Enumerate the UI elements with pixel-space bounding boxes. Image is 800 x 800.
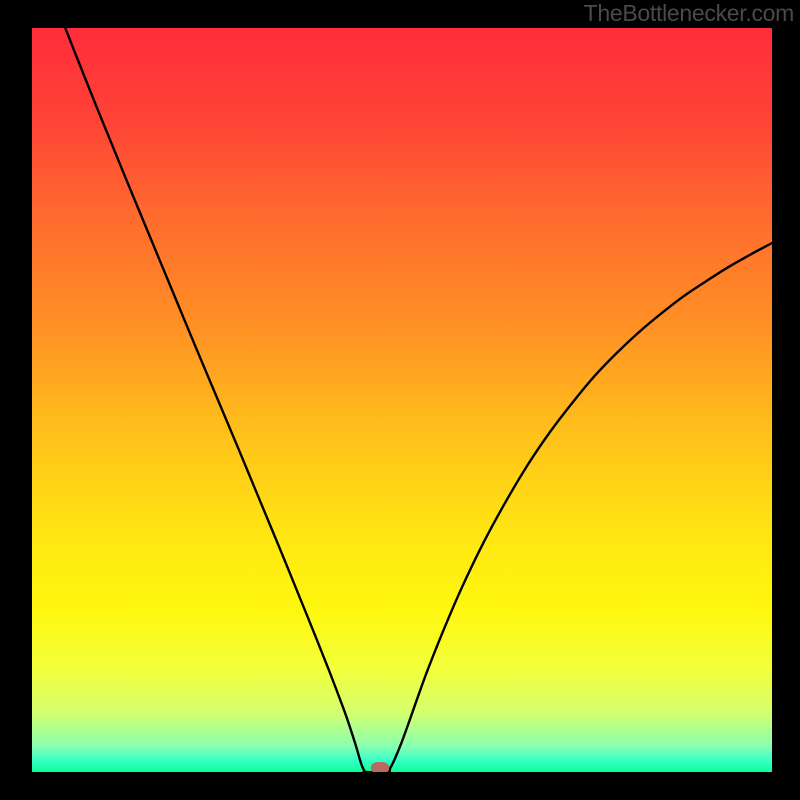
watermark-label: TheBottlenecker.com	[584, 0, 794, 27]
chart-frame: TheBottlenecker.com	[0, 0, 800, 800]
minimum-marker	[371, 762, 389, 772]
bottleneck-curve	[32, 28, 772, 772]
plot-area	[32, 28, 772, 772]
